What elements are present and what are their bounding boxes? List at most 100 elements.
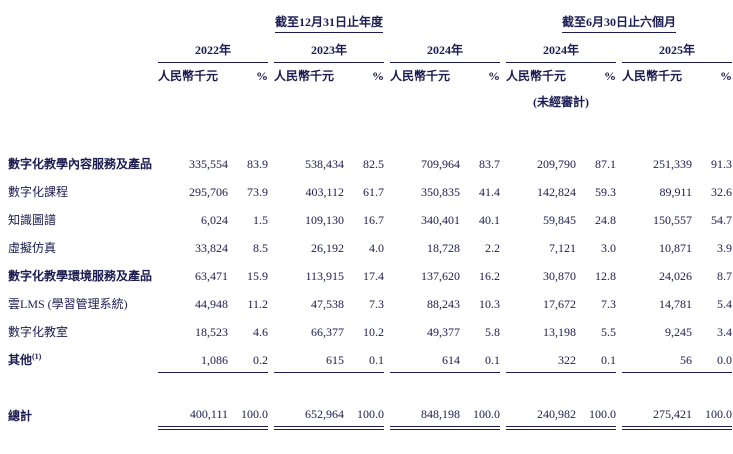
cell-percent: 0.1	[344, 344, 384, 373]
cell-percent: 100.0	[228, 400, 268, 430]
cell-amount: 340,401	[421, 213, 460, 227]
cell-percent: 5.4	[717, 297, 733, 311]
cell-amount: 615	[274, 344, 344, 373]
cell-percent: 17.4	[363, 269, 384, 283]
cell-amount: 56	[622, 344, 693, 373]
cell-amount: 652,964	[274, 400, 344, 430]
percent-header: %	[488, 69, 501, 83]
amount-unit-header: 人民幣千元	[158, 69, 219, 83]
cell-amount: 113,915	[305, 269, 344, 283]
footnote-marker: (1)	[32, 352, 42, 361]
cell-percent: 91.3	[711, 157, 733, 171]
cell-percent: 41.4	[479, 185, 501, 199]
cell-percent: 100.0	[344, 400, 384, 430]
total-row: 總計 400,111 100.0 652,964 100.0 848,198 100.0 24…	[8, 400, 733, 430]
period-group-annual: 截至12月31日止年度	[275, 15, 384, 33]
cell-amount: 709,964	[421, 157, 460, 171]
cell-percent: 10.2	[363, 325, 384, 339]
cell-percent: 83.9	[247, 157, 268, 171]
percent-header: %	[372, 69, 384, 83]
cell-percent: 3.9	[717, 241, 733, 255]
year-header-2023: 2023年	[274, 34, 384, 63]
spacer-row	[8, 372, 732, 400]
cell-percent: 3.0	[601, 241, 617, 255]
cell-amount: 89,911	[659, 185, 693, 199]
cell-percent: 73.9	[247, 185, 268, 199]
row-label: 虛擬仿真	[8, 241, 57, 255]
year-header-2025-interim: 2025年	[622, 34, 733, 63]
cell-amount: 7,121	[549, 241, 577, 255]
table-row: 知識圖譜 6,024 1.5 109,130 16.7 340,401 40.1 59,845…	[8, 204, 732, 232]
amount-unit-header: 人民幣千元	[622, 69, 683, 83]
cell-amount: 142,824	[537, 185, 577, 199]
cell-amount: 137,620	[421, 269, 460, 283]
cell-amount: 209,790	[537, 157, 577, 171]
cell-amount: 400,111	[158, 400, 228, 430]
cell-percent: 7.3	[369, 297, 384, 311]
cell-percent: 15.9	[247, 269, 268, 283]
cell-percent: 32.6	[711, 185, 733, 199]
cell-percent: 59.3	[595, 185, 617, 199]
table-row: 虛擬仿真 33,824 8.5 26,192 4.0 18,728 2.2 7,121 3.0 1…	[8, 232, 732, 260]
document-page: 截至12月31日止年度 截至6月30日止六個月 2022年 2023年 2024…	[8, 15, 733, 430]
unit-header-row: 人民幣千元 % 人民幣千元 % 人民幣千元 % 人民幣千元 % 人民幣千元 %	[8, 62, 732, 88]
percent-header: %	[720, 69, 733, 83]
year-header-row: 2022年 2023年 2024年 2024年 2025年	[8, 34, 733, 63]
percent-header: %	[604, 69, 617, 83]
cell-amount: 63,471	[195, 269, 228, 283]
cell-amount: 322	[506, 344, 577, 373]
cell-amount: 538,434	[305, 157, 344, 171]
cell-percent: 61.7	[363, 185, 384, 199]
cell-percent: 11.2	[247, 297, 268, 311]
cell-percent: 40.1	[479, 213, 501, 227]
cell-amount: 17,672	[543, 297, 577, 311]
cell-amount: 350,835	[421, 185, 460, 199]
cell-percent: 0.1	[576, 344, 617, 373]
cell-amount: 24,026	[659, 269, 693, 283]
cell-percent: 100.0	[460, 400, 501, 430]
cell-amount: 6,024	[201, 213, 228, 227]
cell-amount: 848,198	[390, 400, 460, 430]
amount-unit-header: 人民幣千元	[506, 69, 567, 83]
table-row: 雲LMS (學習管理系統) 44,948 11.2 47,538 7.3 88,243 10…	[8, 288, 732, 316]
cell-percent: 2.2	[485, 241, 501, 255]
cell-amount: 26,192	[311, 241, 344, 255]
cell-percent: 8.5	[253, 241, 268, 255]
cell-amount: 295,706	[189, 185, 228, 199]
cell-amount: 1,086	[158, 344, 228, 373]
cell-percent: 4.0	[369, 241, 384, 255]
cell-percent: 1.5	[253, 213, 268, 227]
table-body: 數字化教學內容服務及產品 335,554 83.9 538,434 82.5 709,96…	[8, 110, 733, 430]
cell-amount: 18,728	[427, 241, 460, 255]
cell-percent: 16.2	[479, 269, 501, 283]
row-label: 總計	[8, 409, 33, 423]
cell-percent: 100.0	[692, 400, 733, 430]
cell-amount: 44,948	[195, 297, 228, 311]
cell-amount: 335,554	[189, 157, 228, 171]
cell-percent: 82.5	[363, 157, 384, 171]
cell-percent: 10.3	[479, 297, 501, 311]
header-gap	[8, 110, 732, 148]
amount-unit-header: 人民幣千元	[390, 69, 451, 83]
row-label: 數字化教學環境服務及產品	[8, 269, 153, 283]
cell-percent: 24.8	[595, 213, 617, 227]
cell-amount: 30,870	[543, 269, 577, 283]
table-row: 數字化教室 18,523 4.6 66,377 10.2 49,377 5.8 13,198 5…	[8, 316, 732, 344]
cell-amount: 251,339	[653, 157, 693, 171]
cell-percent: 16.7	[363, 213, 384, 227]
cell-amount: 10,871	[659, 241, 693, 255]
cell-amount: 18,523	[195, 325, 228, 339]
row-label: 數字化課程	[8, 185, 69, 199]
cell-amount: 47,538	[311, 297, 344, 311]
cell-amount: 13,198	[543, 325, 577, 339]
cell-amount: 66,377	[311, 325, 344, 339]
cell-amount: 14,781	[659, 297, 693, 311]
year-header-2024-interim: 2024年	[506, 34, 617, 63]
cell-amount: 614	[390, 344, 460, 373]
cell-percent: 0.0	[692, 344, 733, 373]
table-row: 數字化教學內容服務及產品 335,554 83.9 538,434 82.5 709,96…	[8, 148, 732, 176]
year-header-2022: 2022年	[158, 34, 268, 63]
cell-percent: 87.1	[595, 157, 617, 171]
cell-percent: 12.8	[595, 269, 617, 283]
cell-percent: 0.2	[228, 344, 268, 373]
